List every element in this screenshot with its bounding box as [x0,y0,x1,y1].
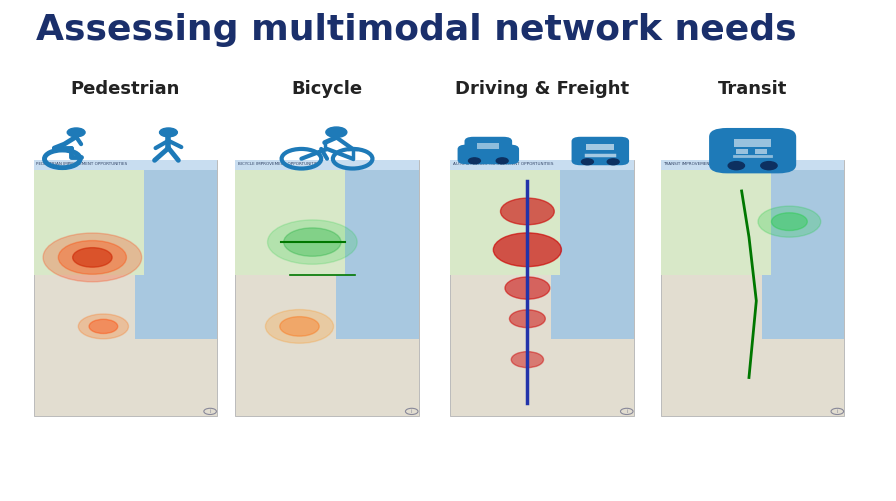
Circle shape [73,247,112,267]
Text: Department of Transportation: Department of Transportation [22,460,258,474]
FancyBboxPatch shape [450,160,633,170]
Text: i: i [411,409,412,414]
Circle shape [89,319,117,334]
Circle shape [582,159,593,165]
Text: Driving & Freight: Driving & Freight [455,80,629,98]
FancyBboxPatch shape [478,143,499,149]
FancyBboxPatch shape [450,160,561,276]
FancyBboxPatch shape [235,160,346,276]
FancyBboxPatch shape [464,137,513,153]
Text: i: i [626,409,627,414]
Circle shape [510,310,546,328]
Text: Transit: Transit [718,80,788,98]
Circle shape [496,158,508,164]
FancyBboxPatch shape [235,160,419,170]
FancyBboxPatch shape [34,160,143,276]
Text: BICYCLE IMPROVEMENT OPPORTUNITIES: BICYCLE IMPROVEMENT OPPORTUNITIES [238,162,320,166]
Circle shape [699,465,815,473]
Circle shape [58,240,126,274]
Circle shape [501,198,555,225]
Circle shape [280,317,319,336]
FancyBboxPatch shape [450,160,633,416]
FancyBboxPatch shape [737,149,748,154]
Circle shape [771,213,807,230]
Text: Pedestrian: Pedestrian [71,80,180,98]
FancyBboxPatch shape [134,160,218,339]
Text: i: i [837,409,838,414]
Text: PEDESTRIAN IMPROVEMENT OPPORTUNITIES: PEDESTRIAN IMPROVEMENT OPPORTUNITIES [37,162,127,166]
Text: TRANSIT IMPROVEMENT OPPORTUNITIES: TRANSIT IMPROVEMENT OPPORTUNITIES [663,162,746,166]
FancyBboxPatch shape [572,137,629,165]
FancyBboxPatch shape [762,160,844,339]
Circle shape [728,162,745,170]
FancyBboxPatch shape [34,160,218,170]
FancyBboxPatch shape [235,160,419,416]
Circle shape [265,310,333,343]
Circle shape [607,159,619,165]
Circle shape [761,162,777,170]
Text: Assessing multimodal network needs: Assessing multimodal network needs [36,14,797,47]
Circle shape [43,233,142,282]
Circle shape [268,220,358,264]
Circle shape [494,233,562,267]
Circle shape [284,228,341,257]
Text: AUTO & FREIGHT IMPROVEMENT OPPORTUNITIES: AUTO & FREIGHT IMPROVEMENT OPPORTUNITIES [452,162,554,166]
FancyBboxPatch shape [551,160,634,339]
Text: 15: 15 [439,460,457,474]
FancyBboxPatch shape [661,160,844,416]
FancyBboxPatch shape [734,139,771,147]
FancyBboxPatch shape [587,144,614,150]
FancyBboxPatch shape [661,160,771,276]
Circle shape [326,127,347,137]
Circle shape [469,158,480,164]
Circle shape [758,206,821,237]
FancyBboxPatch shape [709,128,797,173]
Text: i: i [210,409,211,414]
Circle shape [512,352,544,368]
Circle shape [505,277,550,299]
FancyBboxPatch shape [458,145,519,164]
Circle shape [78,314,128,339]
Text: City of Seattle: City of Seattle [829,462,896,476]
Text: Bicycle: Bicycle [291,80,363,98]
FancyBboxPatch shape [336,160,419,339]
Circle shape [67,128,85,137]
Circle shape [159,128,177,137]
FancyBboxPatch shape [755,149,767,154]
FancyBboxPatch shape [661,160,844,170]
FancyBboxPatch shape [34,160,218,416]
